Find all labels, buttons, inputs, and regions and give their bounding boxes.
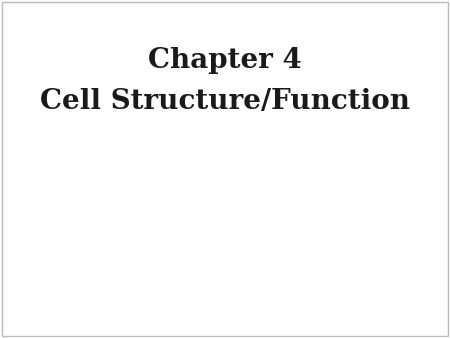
Text: Cell Structure/Function: Cell Structure/Function <box>40 88 410 115</box>
Text: Chapter 4: Chapter 4 <box>148 47 302 74</box>
